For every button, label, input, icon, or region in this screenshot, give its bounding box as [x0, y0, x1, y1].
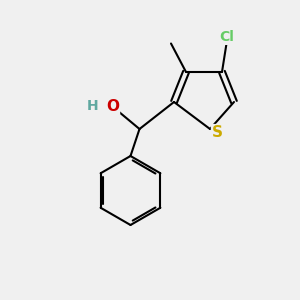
Text: S: S	[212, 125, 223, 140]
Text: Cl: Cl	[219, 30, 234, 44]
Text: H: H	[87, 100, 99, 113]
Text: O: O	[106, 99, 119, 114]
